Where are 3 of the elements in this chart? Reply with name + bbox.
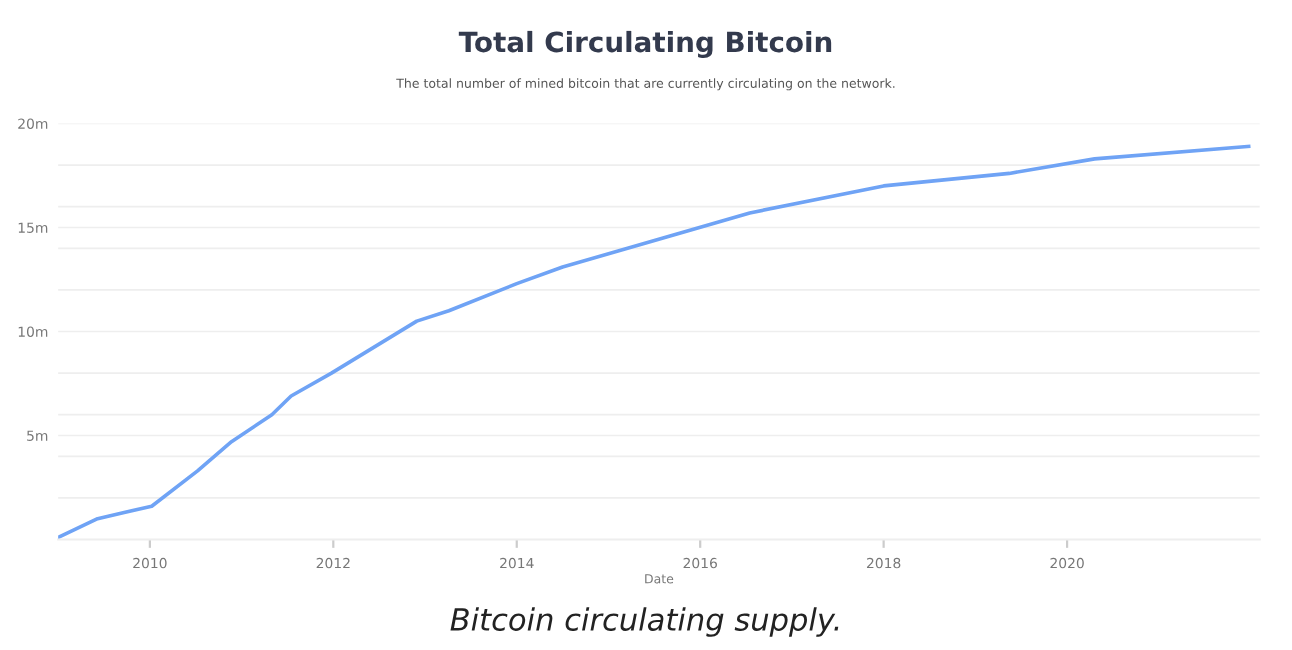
text: Bitcoin circulating supply. (450, 607, 839, 637)
chart-title: Total Circulating Bitcoin (458, 30, 832, 58)
line-series (58, 144, 1251, 540)
